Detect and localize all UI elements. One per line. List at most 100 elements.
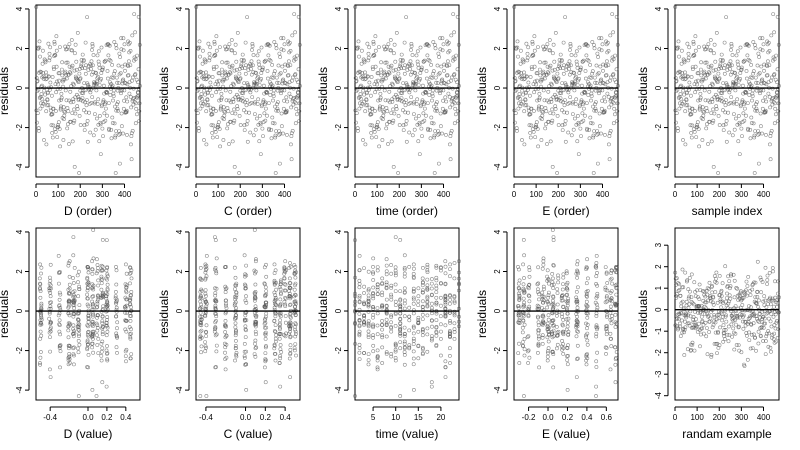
- data-point: [254, 116, 259, 121]
- x-tick-label: 0.6: [601, 413, 613, 422]
- data-point: [393, 282, 398, 287]
- data-point: [85, 340, 90, 345]
- data-point: [84, 103, 89, 108]
- data-point: [429, 384, 434, 389]
- data-point: [545, 274, 550, 279]
- data-point: [420, 83, 425, 88]
- data-point: [243, 298, 248, 303]
- data-point: [198, 299, 203, 304]
- data-point: [254, 313, 259, 318]
- data-point: [452, 121, 457, 126]
- data-point: [279, 36, 284, 41]
- y-tick-label: 2: [15, 269, 24, 274]
- data-point: [690, 123, 695, 128]
- data-point: [292, 294, 297, 299]
- data-point: [513, 78, 518, 83]
- data-point: [111, 75, 116, 80]
- data-point: [574, 375, 579, 380]
- data-point: [429, 83, 434, 88]
- y-tick-label: -2: [654, 349, 663, 357]
- data-point: [761, 325, 766, 330]
- data-point: [107, 128, 112, 133]
- data-point: [128, 270, 133, 275]
- data-point: [518, 61, 523, 66]
- data-point: [257, 114, 262, 118]
- data-point: [278, 303, 283, 308]
- data-point: [443, 311, 448, 316]
- data-point: [380, 333, 385, 338]
- data-point: [722, 40, 727, 45]
- data-point: [582, 106, 586, 111]
- data-point: [244, 300, 249, 305]
- data-point: [206, 41, 211, 46]
- data-point: [569, 63, 573, 68]
- x-axis-label: E (order): [542, 204, 589, 218]
- data-point: [711, 302, 716, 307]
- data-point: [402, 306, 407, 311]
- data-point: [68, 89, 73, 94]
- data-point: [118, 71, 123, 76]
- data-point: [39, 322, 44, 327]
- y-tick-label: 2: [175, 46, 184, 51]
- data-point: [546, 329, 551, 334]
- data-point: [564, 293, 569, 298]
- data-point: [199, 92, 204, 96]
- data-point: [84, 122, 89, 127]
- data-point: [90, 95, 95, 100]
- data-point: [272, 121, 277, 126]
- data-point: [545, 299, 550, 304]
- data-point: [85, 15, 90, 20]
- data-point: [115, 102, 119, 107]
- data-point: [566, 296, 571, 301]
- data-point: [128, 281, 132, 286]
- data-point: [403, 122, 408, 127]
- data-point: [701, 322, 706, 327]
- data-point: [204, 274, 209, 279]
- data-point: [282, 42, 287, 47]
- data-point: [456, 276, 461, 281]
- data-point: [203, 291, 208, 296]
- data-point: [384, 280, 389, 285]
- data-point: [676, 70, 681, 75]
- data-point: [77, 303, 82, 308]
- data-point: [512, 5, 517, 9]
- data-point: [723, 264, 728, 269]
- data-point: [756, 341, 761, 346]
- data-point: [292, 287, 297, 292]
- data-point: [104, 304, 109, 309]
- data-point: [254, 81, 259, 86]
- data-point: [275, 88, 280, 93]
- data-point: [744, 288, 748, 293]
- data-point: [518, 83, 522, 88]
- data-point: [72, 289, 77, 294]
- data-point: [583, 69, 588, 73]
- data-point: [775, 67, 780, 72]
- data-point: [263, 357, 268, 362]
- data-point: [219, 67, 224, 72]
- data-point: [452, 57, 457, 62]
- data-point: [114, 264, 118, 269]
- data-point: [262, 365, 267, 370]
- data-point: [267, 126, 271, 131]
- data-point: [226, 109, 231, 114]
- data-point: [65, 106, 70, 110]
- data-point: [294, 353, 298, 358]
- data-point: [584, 333, 588, 338]
- data-point: [538, 60, 543, 65]
- data-point: [353, 321, 358, 326]
- data-point: [264, 311, 269, 316]
- x-tick-label: 0: [34, 190, 39, 199]
- data-point: [548, 63, 553, 68]
- data-point: [673, 5, 678, 9]
- data-point: [548, 48, 553, 53]
- data-point: [732, 278, 737, 283]
- data-point: [287, 331, 292, 336]
- data-point: [85, 292, 90, 297]
- data-point: [771, 314, 776, 319]
- data-point: [457, 324, 461, 329]
- data-point: [521, 286, 526, 291]
- data-point: [105, 265, 110, 270]
- data-point: [357, 357, 362, 362]
- data-point: [609, 321, 614, 326]
- data-point: [273, 104, 277, 109]
